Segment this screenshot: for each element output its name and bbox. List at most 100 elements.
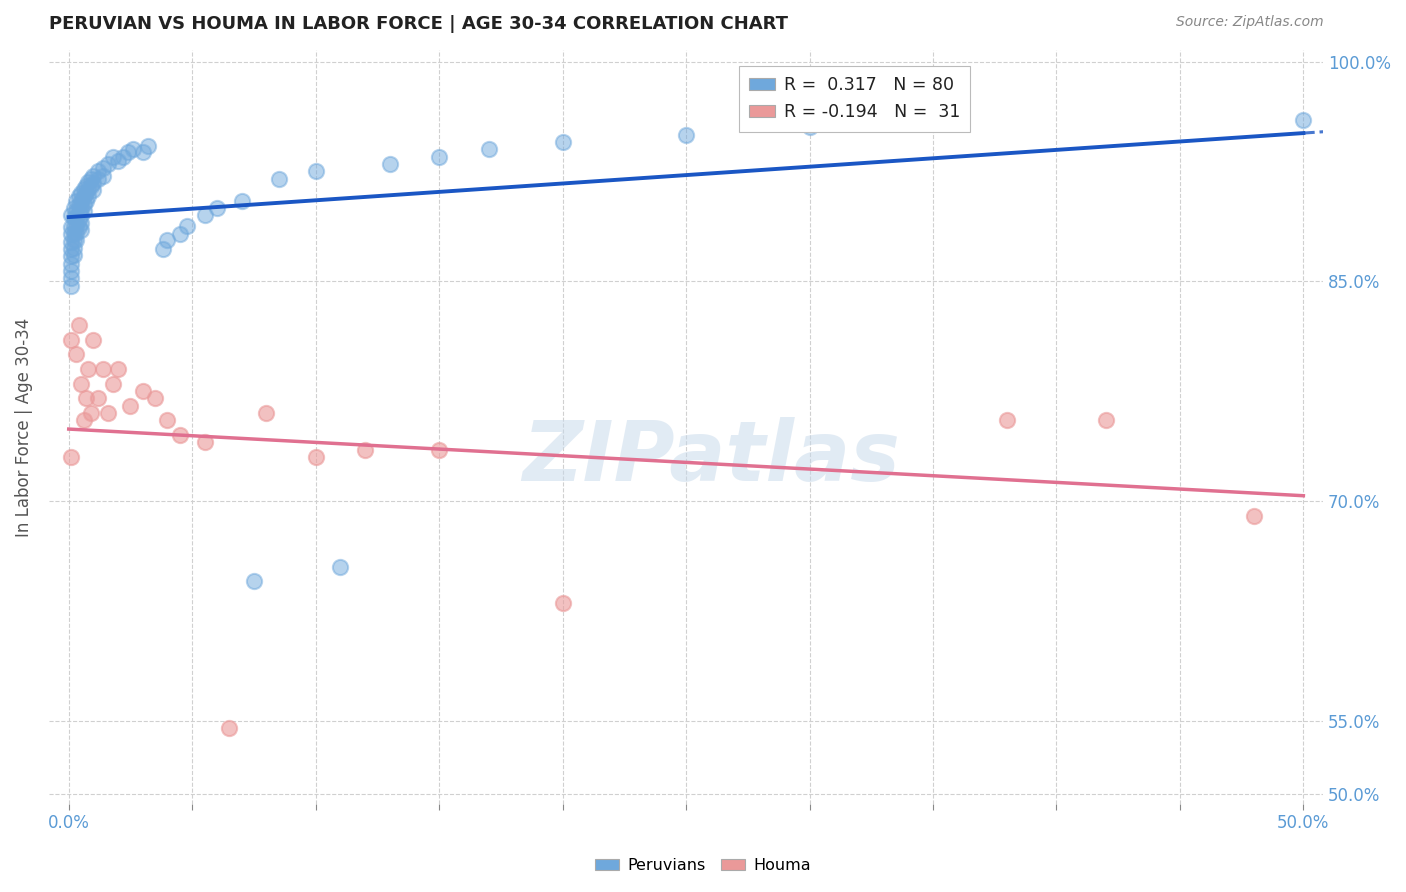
Point (477, 143, 499, 157)
Point (97, 406, 120, 420)
Point (799, 120, 821, 135)
Point (70, 201, 93, 215)
Point (156, 413, 179, 427)
Point (60, 264, 83, 278)
Point (101, 150, 124, 164)
Point (65, 219, 87, 233)
Point (62, 219, 84, 233)
Point (62, 248, 84, 262)
Point (72, 182, 94, 196)
Point (231, 194, 253, 208)
Point (82, 183, 104, 197)
Point (243, 574, 266, 589)
Point (551, 135, 574, 149)
Point (75, 392, 97, 406)
Point (77, 182, 100, 196)
Point (267, 171, 290, 186)
Point (1292, 113, 1315, 128)
Point (60, 208, 83, 222)
Point (65, 226, 87, 240)
Point (193, 208, 215, 222)
Point (65, 347, 87, 361)
Point (152, 242, 174, 256)
Point (995, 413, 1018, 427)
Point (62, 240, 84, 254)
Point (62, 211, 84, 226)
Point (122, 143, 145, 157)
Point (67, 189, 90, 203)
Point (65, 233, 87, 247)
Point (218, 721, 240, 735)
Point (60, 220, 83, 235)
Point (1095, 413, 1118, 427)
Point (60, 257, 83, 271)
Point (87, 392, 110, 406)
Point (156, 233, 179, 247)
Point (70, 194, 93, 208)
Point (67, 220, 90, 235)
Point (60, 271, 83, 285)
Point (112, 150, 135, 164)
Point (193, 435, 215, 450)
Point (82, 176, 104, 190)
Point (67, 318, 90, 333)
Point (80, 406, 103, 420)
Point (72, 203, 94, 218)
Point (107, 154, 129, 169)
Point (72, 189, 94, 203)
Point (62, 233, 84, 247)
Point (80, 171, 103, 186)
Point (75, 194, 97, 208)
Point (77, 175, 100, 189)
Point (67, 212, 90, 227)
Text: Source: ZipAtlas.com: Source: ZipAtlas.com (1175, 15, 1323, 29)
Point (305, 450, 328, 464)
Point (427, 150, 450, 164)
Point (72, 413, 94, 427)
Point (62, 226, 84, 240)
Point (254, 406, 277, 420)
Point (67, 205, 90, 219)
Point (143, 392, 166, 406)
Point (60, 249, 83, 263)
Point (80, 179, 103, 194)
Point (60, 235, 83, 249)
Point (176, 219, 198, 233)
Point (60, 242, 83, 256)
Point (60, 450, 83, 464)
Point (205, 201, 228, 215)
Point (77, 189, 100, 203)
Legend: R =  0.317   N = 80, R = -0.194   N =  31: R = 0.317 N = 80, R = -0.194 N = 31 (738, 66, 970, 131)
Point (70, 186, 93, 201)
Point (82, 169, 104, 183)
Point (60, 278, 83, 293)
Point (62, 201, 84, 215)
Y-axis label: In Labor Force | Age 30-34: In Labor Force | Age 30-34 (15, 318, 32, 536)
Point (354, 442, 377, 457)
Text: ZIPatlas: ZIPatlas (523, 417, 900, 498)
Point (91, 362, 114, 376)
Point (675, 128, 697, 142)
Point (65, 194, 87, 208)
Point (70, 376, 93, 391)
Point (60, 333, 83, 347)
Point (136, 139, 159, 153)
Point (82, 333, 104, 347)
Point (305, 164, 328, 178)
Point (551, 596, 574, 610)
Point (70, 223, 93, 237)
Point (91, 169, 114, 183)
Point (65, 211, 87, 226)
Text: PERUVIAN VS HOUMA IN LABOR FORCE | AGE 30-34 CORRELATION CHART: PERUVIAN VS HOUMA IN LABOR FORCE | AGE 3… (49, 15, 787, 33)
Point (87, 171, 110, 186)
Point (132, 384, 155, 398)
Point (1243, 508, 1265, 523)
Point (77, 362, 100, 376)
Point (329, 559, 352, 574)
Point (67, 198, 90, 212)
Point (65, 203, 87, 218)
Point (169, 428, 191, 442)
Point (120, 399, 142, 413)
Point (101, 376, 124, 391)
Point (97, 157, 120, 171)
